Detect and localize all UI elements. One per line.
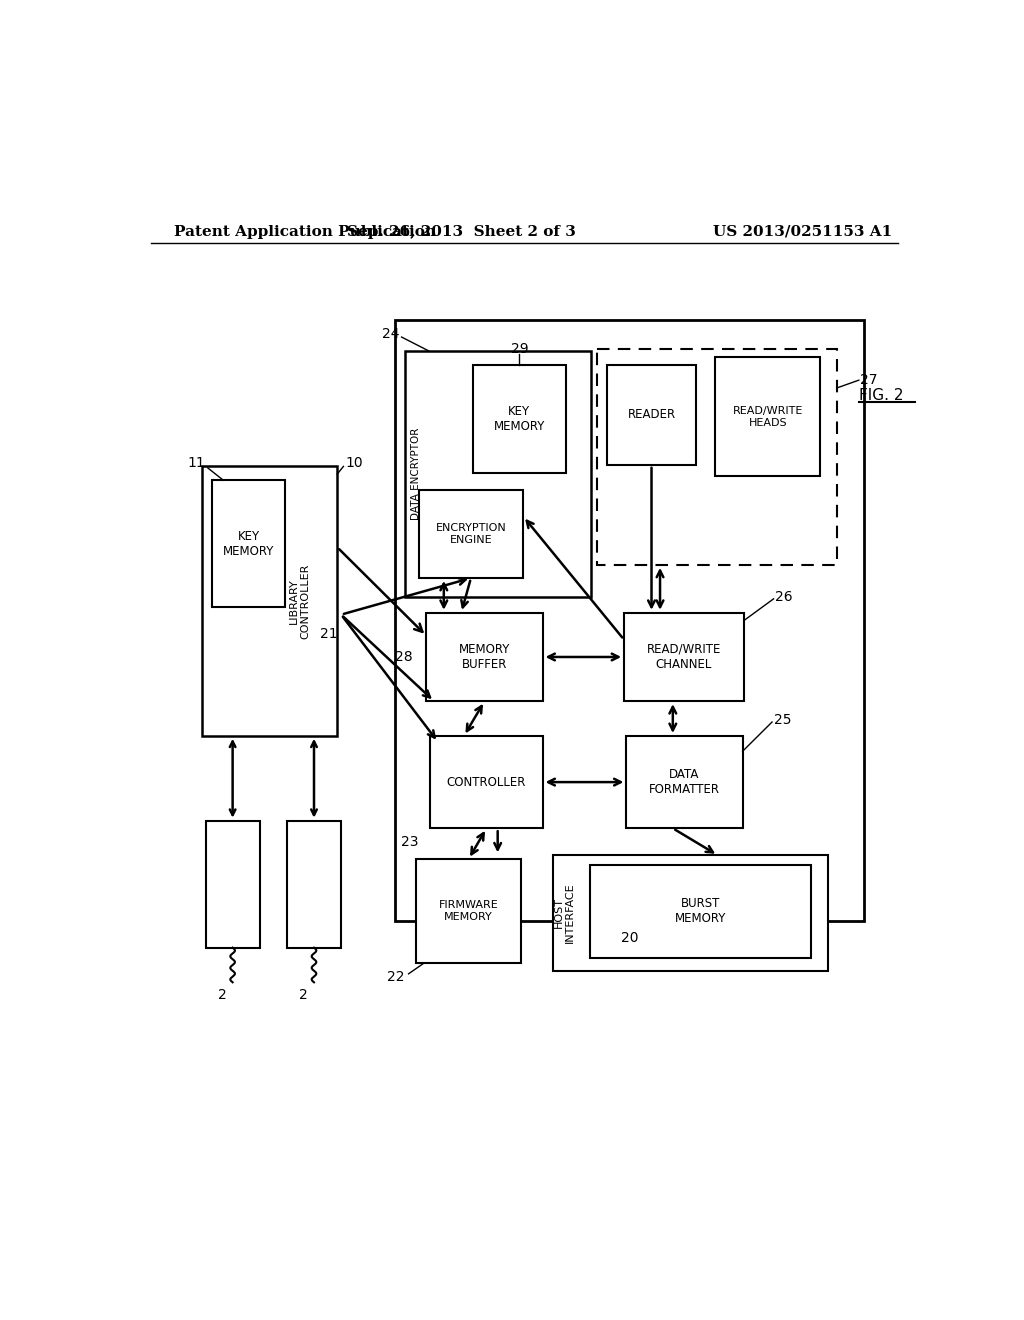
Bar [287,821,341,948]
Text: 20: 20 [622,931,639,945]
Bar [716,358,820,477]
Text: 27: 27 [860,374,878,387]
Bar [426,612,543,701]
Text: 10: 10 [345,455,362,470]
Bar [419,490,523,578]
Text: 23: 23 [401,836,419,849]
Text: 24: 24 [382,327,399,341]
Text: 2: 2 [218,989,226,1002]
Text: READ/WRITE
CHANNEL: READ/WRITE CHANNEL [647,643,721,671]
Text: US 2013/0251153 A1: US 2013/0251153 A1 [713,224,892,239]
Bar [206,821,260,948]
Text: 21: 21 [319,627,337,642]
Bar [473,364,566,473]
Bar [417,859,521,964]
Bar [212,480,286,607]
Text: FIRMWARE
MEMORY: FIRMWARE MEMORY [438,900,499,921]
Text: 11: 11 [187,457,206,470]
Text: HOST
INTERFACE: HOST INTERFACE [554,883,575,944]
Text: 28: 28 [395,649,413,664]
Bar [553,855,827,970]
Bar [607,364,696,465]
Bar [406,351,592,597]
Text: READER: READER [628,408,676,421]
Text: KEY
MEMORY: KEY MEMORY [494,405,545,433]
Text: 25: 25 [773,714,792,727]
Text: LIBRARY
CONTROLLER: LIBRARY CONTROLLER [289,564,310,639]
Bar [624,612,744,701]
Text: 2: 2 [299,989,308,1002]
Text: 29: 29 [511,342,528,356]
Text: 22: 22 [387,970,404,983]
Bar [590,866,811,958]
Bar [627,737,742,829]
Bar [597,350,838,565]
Text: Sep. 26, 2013  Sheet 2 of 3: Sep. 26, 2013 Sheet 2 of 3 [347,224,575,239]
Text: BURST
MEMORY: BURST MEMORY [675,898,726,925]
Bar [395,321,864,921]
Text: MEMORY
BUFFER: MEMORY BUFFER [459,643,510,671]
Text: DATA ENCRYPTOR: DATA ENCRYPTOR [412,428,421,520]
Text: FIG. 2: FIG. 2 [859,388,903,403]
Bar [202,466,337,737]
Text: KEY
MEMORY: KEY MEMORY [223,529,274,558]
Bar [430,737,543,829]
Text: READ/WRITE
HEADS: READ/WRITE HEADS [732,407,803,428]
Text: DATA
FORMATTER: DATA FORMATTER [649,768,720,796]
Text: ENCRYPTION
ENGINE: ENCRYPTION ENGINE [435,523,506,545]
Text: CONTROLLER: CONTROLLER [446,776,526,788]
Text: Patent Application Publication: Patent Application Publication [174,224,436,239]
Text: 26: 26 [775,590,793,605]
